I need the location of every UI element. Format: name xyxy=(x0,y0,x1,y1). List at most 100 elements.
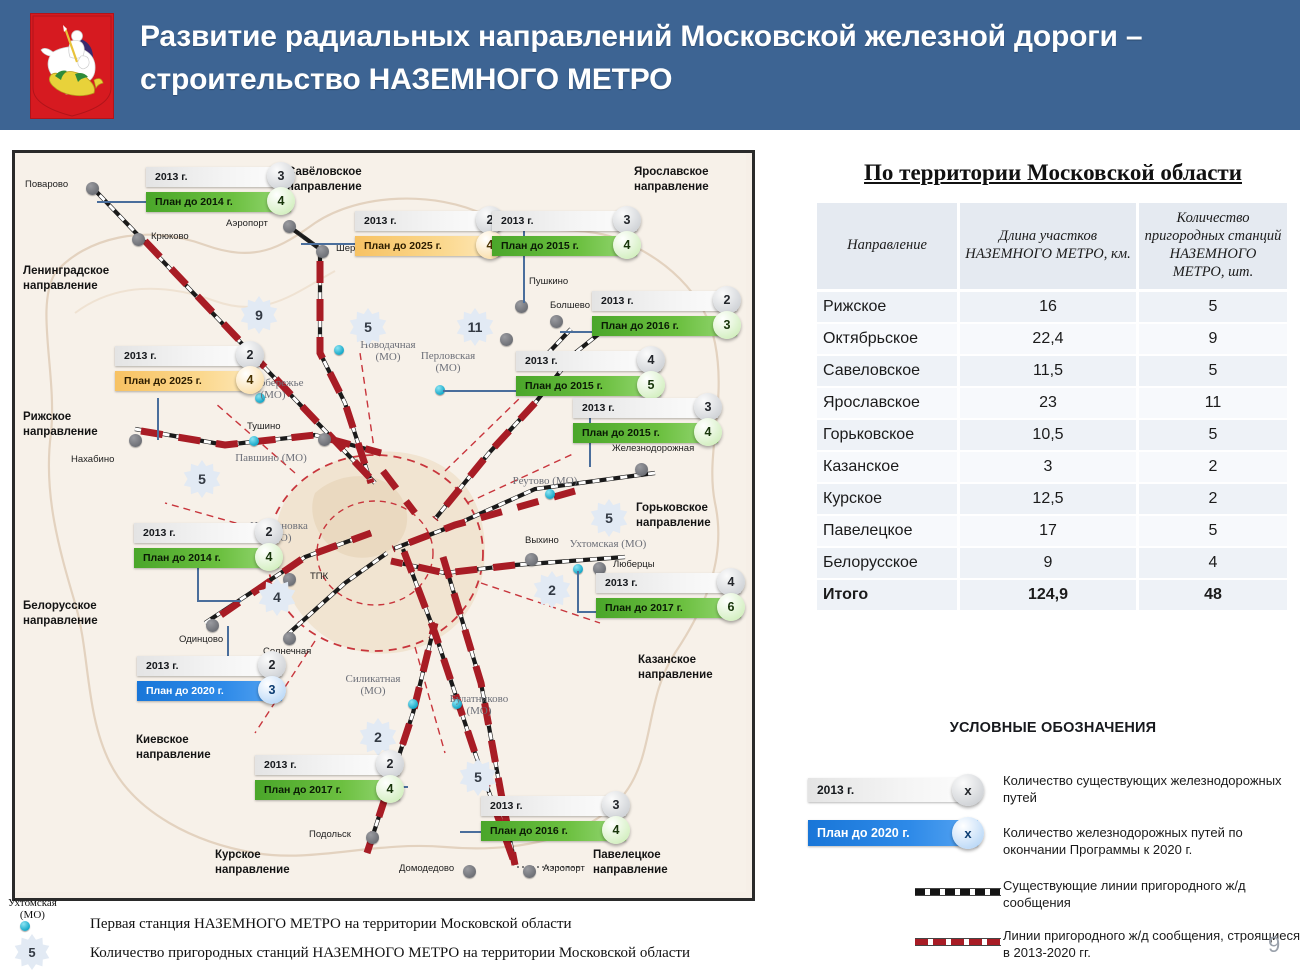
callout-belorusskoe[interactable]: 2013 г. 2 План до 2014 г. 4 xyxy=(134,518,283,571)
callout-year-label: 2013 г. xyxy=(364,215,397,227)
mo-station-dot xyxy=(435,385,445,395)
station-label-zheleznodorozhnaya: Железнодорожная xyxy=(612,443,695,454)
callout-gorkovskoe[interactable]: 2013 г. 3 План до 2015 г. 4 xyxy=(573,393,722,446)
station-dot xyxy=(550,315,563,328)
cell-length: 12,5 xyxy=(958,482,1139,516)
station-label-pushkino: Пушкино xyxy=(529,276,569,287)
mo-station-label-reutovo: Реутово (МО) xyxy=(512,475,578,487)
callout-sheremetyevo[interactable]: 2013 г. 2 План до 2025 г. 4 xyxy=(355,206,504,259)
station-label-tpk: ТПК xyxy=(310,571,329,582)
direction-label-yaroslavskoe: Ярославское направление xyxy=(634,166,709,193)
cell-direction: Казанское xyxy=(817,450,960,484)
table-header-row: Направление Длина участков НАЗЕМНОГО МЕТ… xyxy=(817,203,1287,292)
page-number: 9 xyxy=(1268,932,1281,957)
callout-year-value: 4 xyxy=(637,346,665,374)
footnote-ukhtomskaya-label: Ухтомская (МО) xyxy=(8,897,57,922)
callout-plan-value: 4 xyxy=(602,816,630,844)
table-row: Ярославское 23 11 xyxy=(817,386,1287,420)
station-dot xyxy=(318,433,331,446)
cell-stations: 2 xyxy=(1137,482,1287,516)
callout-lyubertsy[interactable]: 2013 г. 4 План до 2017 г. 6 xyxy=(596,568,745,621)
direction-label-rizhskoe: Рижское направление xyxy=(23,411,98,438)
station-dot xyxy=(283,632,296,645)
legend-chip-label: План до 2020 г. xyxy=(817,826,910,840)
callout-year-value: 2 xyxy=(236,341,264,369)
callout-plan-value: 4 xyxy=(255,543,283,571)
page-title: Развитие радиальных направлений Московск… xyxy=(140,20,1143,96)
callout-plan-label: План до 2016 г. xyxy=(490,825,568,837)
callout-year-label: 2013 г. xyxy=(143,527,176,539)
station-dot xyxy=(366,831,379,844)
callout-plan-label: План до 2015 г. xyxy=(525,380,603,392)
station-dot xyxy=(463,865,476,878)
callout-year-value: 2 xyxy=(376,750,404,778)
cell-stations: 5 xyxy=(1137,290,1287,324)
table-header-length: Длина участков НАЗЕМНОГО МЕТРО, км. xyxy=(958,203,1139,292)
direction-label-kurskoe: Курское направление xyxy=(215,849,290,876)
mo-station-label-silikatnaya: Силикатная (МО) xyxy=(345,673,401,698)
callout-yaroslavskoe[interactable]: 2013 г. 3 План до 2015 г. 4 xyxy=(492,206,641,259)
direction-label-gorkovskoe: Горьковское направление xyxy=(636,502,711,529)
table-row: Белорусское 9 4 xyxy=(817,546,1287,580)
callout-year-label: 2013 г. xyxy=(501,215,534,227)
callout-perlovskaya[interactable]: 2013 г. 4 План до 2015 г. 5 xyxy=(516,346,665,399)
callout-plan-value: 4 xyxy=(267,187,295,215)
cell-direction: Курское xyxy=(817,482,960,516)
cell-direction: Итого xyxy=(817,578,960,612)
callout-year-value: 3 xyxy=(694,393,722,421)
regions-table: Направление Длина участков НАЗЕМНОГО МЕТ… xyxy=(817,203,1287,612)
callout-plan-value: 6 xyxy=(717,593,745,621)
callout-bolshevo[interactable]: 2013 г. 2 План до 2016 г. 3 xyxy=(592,286,741,339)
cell-stations: 2 xyxy=(1137,450,1287,484)
legend-line-planned-icon xyxy=(915,938,1001,946)
callout-plan-label: План до 2016 г. xyxy=(601,320,679,332)
callout-rizhskoe[interactable]: 2013 г. 2 План до 2025 г. 4 xyxy=(115,341,264,394)
callout-leningradskoe[interactable]: 2013 г. 3 План до 2014 г. 4 xyxy=(146,162,295,215)
callout-year-value: 3 xyxy=(267,162,295,190)
mo-station-dot xyxy=(255,393,265,403)
mo-station-dot xyxy=(408,699,418,709)
table-header-direction: Направление xyxy=(817,203,960,292)
cell-length: 23 xyxy=(958,386,1139,420)
cell-stations: 5 xyxy=(1137,418,1287,452)
cell-stations: 48 xyxy=(1137,578,1287,612)
callout-plan-label: План до 2017 г. xyxy=(264,784,342,796)
callout-plan-value: 4 xyxy=(376,775,404,803)
footnote-count-badge: 5 xyxy=(14,934,50,970)
station-dot xyxy=(525,553,538,566)
table-header-stations: Количество пригородных станций НАЗЕМНОГО… xyxy=(1137,203,1287,292)
callout-year-value: 2 xyxy=(713,286,741,314)
cell-direction: Савеловское xyxy=(817,354,960,388)
mo-station-label-ukhtomskaya: Ухтомская (МО) xyxy=(569,538,647,550)
table-row: Горьковское 10,5 5 xyxy=(817,418,1287,452)
table-row-total: Итого 124,9 48 xyxy=(817,578,1287,612)
cell-direction: Павелецкое xyxy=(817,514,960,548)
map-panel: Савёловское направление Ярославское направ… xyxy=(12,150,755,901)
direction-label-leningradskoe: Ленинградское направление xyxy=(23,265,110,292)
callout-plan-value: 5 xyxy=(637,371,665,399)
callout-year-label: 2013 г. xyxy=(155,171,188,183)
callout-plan-label: План до 2017 г. xyxy=(605,602,683,614)
cell-length: 17 xyxy=(958,514,1139,548)
table-row: Павелецкое 17 5 xyxy=(817,514,1287,548)
mo-station-label-pavshino: Павшино (МО) xyxy=(235,452,307,464)
callout-year-value: 4 xyxy=(717,568,745,596)
table-row: Октябрьское 22,4 9 xyxy=(817,322,1287,356)
moscow-oblast-coat-of-arms-icon xyxy=(30,13,114,119)
station-dot xyxy=(132,233,145,246)
callout-kurskoe[interactable]: 2013 г. 2 План до 2017 г. 4 xyxy=(255,750,404,803)
station-label-podolsk: Подольск xyxy=(309,829,351,840)
callout-plan-label: План до 2025 г. xyxy=(364,240,442,252)
callout-year-label: 2013 г. xyxy=(264,759,297,771)
callout-kievskoe[interactable]: 2013 г. 2 План до 2020 г. 3 xyxy=(137,651,286,704)
callout-plan-value: 3 xyxy=(713,311,741,339)
direction-label-belorusskoe: Белорусское направление xyxy=(23,600,98,627)
table-row: Казанское 3 2 xyxy=(817,450,1287,484)
direction-label-kazanskoe: Казанское направление xyxy=(638,654,713,681)
cell-direction: Белорусское xyxy=(817,546,960,580)
slide-header: Развитие радиальных направлений Московск… xyxy=(0,0,1300,130)
callout-year-value: 3 xyxy=(613,206,641,234)
callout-paveletskoe[interactable]: 2013 г. 3 План до 2016 г. 4 xyxy=(481,791,630,844)
station-label-nakhabino: Нахабино xyxy=(71,454,115,465)
cell-stations: 9 xyxy=(1137,322,1287,356)
